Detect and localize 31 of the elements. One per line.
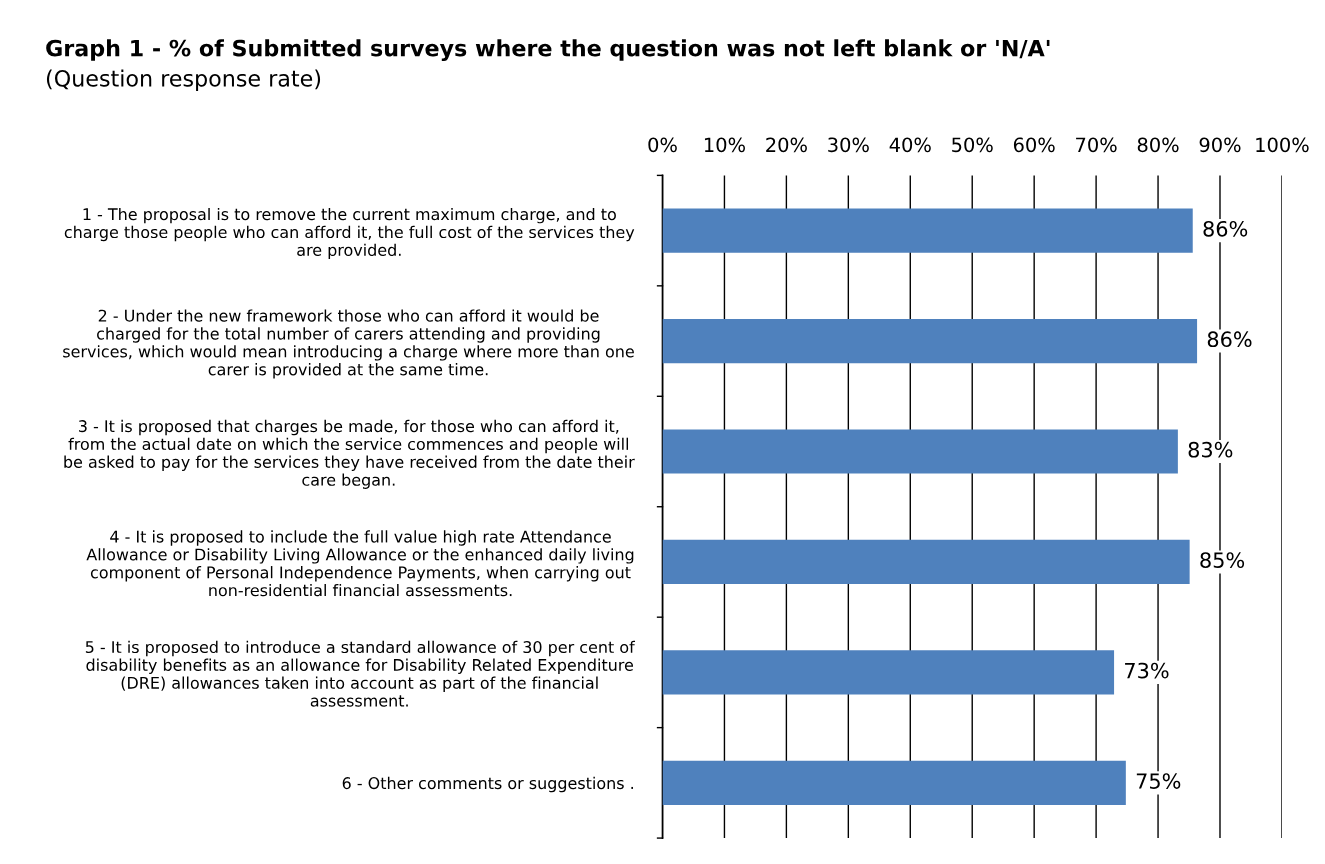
x-tick-label: 40% [889, 137, 931, 153]
x-tick-label: 70% [1076, 137, 1117, 153]
bar [662, 318, 1198, 364]
x-tick-label: 10% [704, 137, 745, 153]
y-tick-label: 4 - It is proposed to include the full value high rate Attendance Allowance or Disability Living Allowance or the enhanced daily living component of Personal Independence Payments, when carrying out non-residential financial assessments. [86, 530, 634, 597]
bar [662, 539, 1190, 585]
x-tick-label: 80% [1137, 137, 1179, 153]
x-tick-label: 20% [766, 137, 807, 153]
bar [662, 429, 1178, 474]
data-label: 86% [1203, 220, 1248, 237]
x-tick-label: 50% [952, 137, 993, 153]
data-label: 83% [1188, 441, 1233, 458]
y-tick-label: 2 - Under the new framework those who can afford it would be charged for the total number of carers attending and providing services, which would mean introducing a charge where more than one carer is provided at the same time. [63, 309, 634, 379]
chart-title: Graph 1 - % of Submitted surveys where the question was not left blank or 'N/A' [46, 39, 1050, 61]
data-label: 85% [1200, 552, 1245, 568]
bar [662, 650, 1115, 695]
data-label: 73% [1125, 662, 1169, 679]
y-tick-label: 3 - It is proposed that charges be made, for those who can afford it, from the actual date on which the service commences and people will be asked to pay for the services they have received from the date their care began. [64, 419, 635, 489]
text: (Question response rate) [46, 69, 321, 92]
x-tick-label: 0% [648, 137, 677, 153]
y-tick-label: 1 - The proposal is to remove the current maximum charge, and to charge those people who can afford it, the full cost of the services they are provided. [64, 207, 635, 260]
data-label: 75% [1136, 773, 1181, 789]
x-tick-label: 90% [1199, 137, 1241, 153]
x-tick-label: 100% [1256, 137, 1309, 153]
bar [662, 208, 1193, 253]
y-tick-label: 6 - Other comments or suggestions . [342, 776, 634, 793]
data-label: 86% [1207, 331, 1252, 348]
x-tick-label: 60% [1013, 137, 1055, 153]
x-tick-label: 30% [828, 137, 869, 153]
bar [662, 760, 1126, 805]
y-tick-label: 5 - It is proposed to introduce a standard allowance of 30 per cent of disability benefits as an allowance for Disability Related Expenditure (DRE) allowances taken into account as part of the financial assessment. [85, 640, 636, 707]
